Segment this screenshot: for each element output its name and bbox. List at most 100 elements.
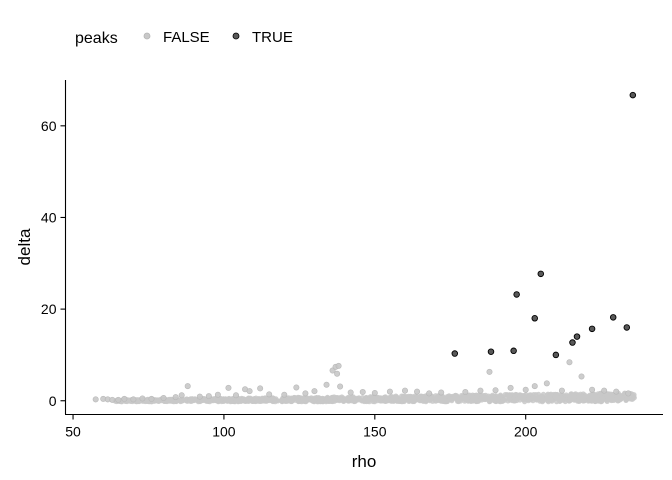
point-false-band <box>218 396 224 402</box>
point-false-3 <box>109 396 116 403</box>
point-false-44 <box>507 384 514 391</box>
point-false-band <box>617 393 623 399</box>
point-false-43 <box>492 387 499 394</box>
point-false-band <box>331 398 337 404</box>
point-false-band <box>577 397 584 403</box>
point-false-band <box>592 393 598 399</box>
point-false-band <box>222 396 229 402</box>
point-false-13 <box>196 393 203 400</box>
x-tick-label-3: 200 <box>514 424 538 440</box>
point-false-10 <box>172 394 179 401</box>
point-false-band <box>423 399 429 405</box>
point-false-8 <box>148 395 155 402</box>
point-false-7 <box>139 395 146 402</box>
point-false-band <box>478 392 484 398</box>
point-false-band <box>235 399 241 405</box>
point-false-band <box>526 396 532 402</box>
point-false-band <box>538 395 544 401</box>
y-tick-label-2: 40 <box>41 209 57 225</box>
point-false-band <box>390 396 396 402</box>
point-false-band <box>182 397 188 403</box>
point-false-band <box>202 396 208 402</box>
point-false-34 <box>371 389 378 396</box>
point-false-band <box>468 393 475 399</box>
point-false-band <box>252 396 258 403</box>
point-false-band <box>344 397 350 403</box>
point-true-7 <box>569 339 576 346</box>
point-false-band <box>422 394 428 401</box>
point-false-band <box>490 393 496 399</box>
point-false-band <box>282 398 288 404</box>
point-false-47 <box>543 380 550 387</box>
x-tick-label-2: 150 <box>363 424 387 440</box>
x-axis-ticks: 50 100 150 200 <box>65 414 538 440</box>
point-false-band <box>598 399 604 405</box>
y-tick-label-0: 0 <box>49 393 57 409</box>
point-false-band <box>571 397 577 403</box>
point-false-band <box>404 394 410 400</box>
point-false-45 <box>522 386 529 393</box>
point-true-5 <box>537 270 545 278</box>
point-false-band <box>435 394 441 401</box>
legend-label-true: TRUE <box>252 29 293 46</box>
legend-key-false <box>143 32 151 40</box>
point-false-51 <box>589 386 596 393</box>
point-false-41 <box>477 387 484 394</box>
point-false-42 <box>486 368 493 375</box>
point-false-46 <box>531 383 538 390</box>
point-false-32 <box>347 389 354 396</box>
point-false-21 <box>266 391 273 398</box>
point-false-band <box>323 398 330 404</box>
point-false-band <box>331 394 337 400</box>
point-false-band <box>521 395 527 401</box>
point-false-49 <box>566 359 573 366</box>
point-false-30 <box>335 362 342 369</box>
point-true-3 <box>513 291 520 298</box>
x-axis-title: rho <box>352 452 377 471</box>
point-false-band <box>259 395 265 401</box>
point-false-24 <box>302 390 309 397</box>
legend: peaks FALSE TRUE <box>75 29 293 47</box>
y-axis-title: delta <box>15 228 34 265</box>
point-false-band <box>291 395 297 401</box>
point-false-band <box>588 398 594 404</box>
point-false-band <box>545 399 552 405</box>
point-true-2 <box>510 347 517 355</box>
point-false-band <box>457 398 464 404</box>
point-false-band <box>353 398 359 404</box>
point-false-52 <box>601 387 608 394</box>
point-true-11 <box>623 324 631 331</box>
point-false-band <box>513 391 519 398</box>
point-false-16 <box>225 384 232 391</box>
point-true-8 <box>573 333 581 340</box>
point-false-band <box>362 396 368 402</box>
point-false-17 <box>232 392 239 399</box>
point-false-36 <box>401 387 408 394</box>
point-false-band <box>462 394 468 400</box>
legend-key-true <box>232 32 240 40</box>
point-false-50 <box>578 373 585 380</box>
point-false-band <box>316 395 322 401</box>
point-false-band <box>545 394 551 401</box>
point-false-25 <box>311 388 318 395</box>
point-false-band <box>454 394 460 400</box>
point-false-band <box>501 397 507 403</box>
point-false-9 <box>160 395 167 402</box>
point-false-band <box>442 399 448 405</box>
point-false-20 <box>257 385 264 392</box>
point-false-4 <box>115 396 122 403</box>
point-false-band <box>377 396 383 402</box>
series-false-points <box>92 359 637 405</box>
point-false-band <box>270 396 277 402</box>
point-false-band <box>507 392 513 398</box>
point-false-band <box>371 395 377 401</box>
point-false-band <box>189 396 195 402</box>
point-false-14 <box>205 393 212 400</box>
point-false-19 <box>246 388 253 395</box>
point-false-15 <box>214 391 221 398</box>
x-tick-label-1: 100 <box>212 424 236 440</box>
point-false-band <box>495 396 501 402</box>
point-false-53 <box>613 388 620 395</box>
point-false-band <box>310 398 317 404</box>
point-false-38 <box>426 390 433 397</box>
